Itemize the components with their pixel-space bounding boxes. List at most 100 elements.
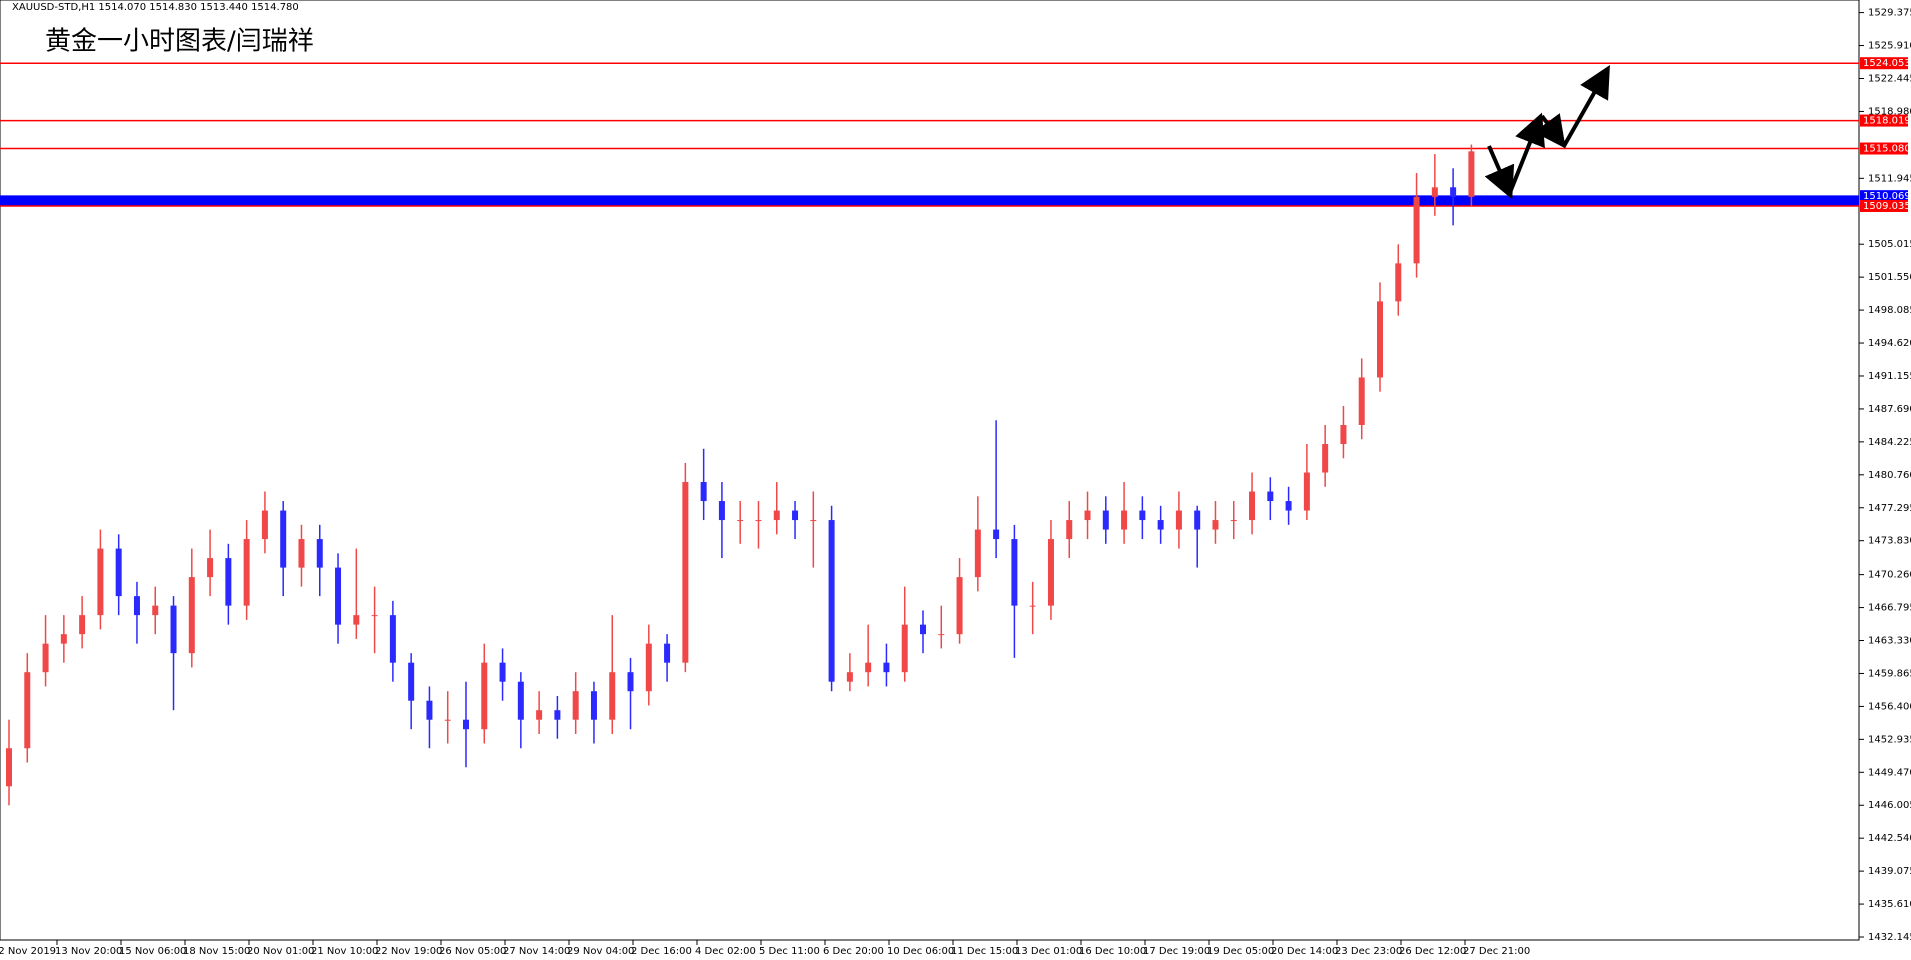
x-tick-label: 18 Nov 15:00 xyxy=(183,946,250,957)
candle-body xyxy=(938,634,945,636)
candle-body xyxy=(353,615,360,625)
x-tick-label: 15 Nov 06:00 xyxy=(119,946,186,957)
candle-body xyxy=(1285,501,1292,511)
x-tick-label: 17 Dec 19:00 xyxy=(1143,946,1210,957)
y-tick-label: 1449.470 xyxy=(1868,767,1911,778)
level-label: 1510.069 xyxy=(1863,191,1911,202)
candle-body xyxy=(207,558,214,578)
candle-body xyxy=(79,615,86,635)
y-tick-label: 1432.145 xyxy=(1868,932,1911,943)
x-tick-label: 23 Dec 23:00 xyxy=(1335,946,1402,957)
candle-body xyxy=(920,624,926,635)
y-tick-label: 1494.620 xyxy=(1868,338,1911,349)
x-tick-label: 26 Nov 05:00 xyxy=(439,946,506,957)
chart-header: XAUUSD-STD,H1 1514.070 1514.830 1513.440… xyxy=(12,2,299,13)
candle-body xyxy=(846,672,853,682)
x-tick-label: 2 Dec 16:00 xyxy=(631,946,692,957)
candle-body xyxy=(1303,472,1310,511)
x-tick-label: 10 Dec 06:00 xyxy=(887,946,954,957)
candle-body xyxy=(6,748,12,787)
x-tick-label: 27 Nov 14:00 xyxy=(503,946,570,957)
candle-body xyxy=(627,672,634,692)
x-tick-label: 5 Dec 11:00 xyxy=(759,946,820,957)
candle-body xyxy=(1322,444,1329,473)
candle-body xyxy=(1431,187,1438,197)
y-tick-label: 1459.865 xyxy=(1868,668,1911,679)
candle-body xyxy=(1230,520,1237,522)
candle-body xyxy=(1249,491,1256,521)
x-tick-label: 29 Nov 04:00 xyxy=(567,946,634,957)
level-label: 1524.053 xyxy=(1863,58,1911,69)
candle-body xyxy=(993,529,1000,540)
candle-body xyxy=(755,520,762,522)
candle-body xyxy=(463,719,469,730)
candle-body xyxy=(1340,424,1347,445)
candle-body xyxy=(1084,510,1091,521)
candle-body xyxy=(1175,510,1182,530)
candle-body xyxy=(1066,520,1073,540)
y-tick-label: 1498.085 xyxy=(1868,305,1911,316)
x-tick-label: 20 Nov 01:00 xyxy=(247,946,314,957)
candle-body xyxy=(1358,377,1365,425)
candle-body xyxy=(42,643,49,673)
candle-body xyxy=(1121,510,1128,530)
x-tick-label: 12 Nov 2019 xyxy=(0,946,56,957)
y-tick-label: 1491.155 xyxy=(1868,371,1911,382)
candle-body xyxy=(1395,263,1402,302)
y-tick-label: 1480.760 xyxy=(1868,470,1911,481)
level-label: 1509.035 xyxy=(1863,201,1911,212)
candle-body xyxy=(645,643,652,692)
level-tag xyxy=(1860,114,1908,127)
y-tick-label: 1525.910 xyxy=(1868,41,1911,52)
candle-body xyxy=(609,672,616,720)
x-tick-label: 22 Nov 19:00 xyxy=(375,946,442,957)
y-tick-label: 1466.795 xyxy=(1868,603,1911,614)
level-label: 1515.080 xyxy=(1863,144,1911,155)
y-tick-label: 1470.260 xyxy=(1868,570,1911,581)
candle-body xyxy=(408,662,415,701)
level-tag xyxy=(1860,199,1908,212)
candle-body xyxy=(590,691,597,720)
candle-body xyxy=(773,510,780,521)
arrow xyxy=(1562,65,1610,147)
y-tick-label: 1439.075 xyxy=(1868,866,1911,877)
candle-body xyxy=(901,624,908,673)
candle-body xyxy=(1157,520,1164,530)
level-tag xyxy=(1860,142,1908,155)
x-tick-label: 21 Nov 10:00 xyxy=(311,946,378,957)
y-tick-label: 1518.980 xyxy=(1868,106,1911,117)
candle-body xyxy=(316,539,323,568)
candle-body xyxy=(700,482,707,502)
chart-title: 黄金一小时图表/闫瑞祥 xyxy=(45,27,314,57)
candle-body xyxy=(261,510,268,540)
candle-body xyxy=(1377,301,1383,378)
y-tick-label: 1505.015 xyxy=(1868,239,1911,250)
candle-body xyxy=(682,482,689,663)
candle-body xyxy=(792,510,799,521)
candle-body xyxy=(1011,539,1018,606)
candle-body xyxy=(335,567,342,625)
y-tick-label: 1442.540 xyxy=(1868,833,1911,844)
candle-body xyxy=(718,501,725,521)
x-tick-label: 13 Nov 20:00 xyxy=(55,946,122,957)
y-tick-label: 1463.330 xyxy=(1868,636,1911,647)
level-tag xyxy=(1860,57,1908,70)
candle-body xyxy=(737,520,744,522)
level-band xyxy=(0,196,1859,206)
x-tick-label: 16 Dec 10:00 xyxy=(1079,946,1146,957)
candle-body xyxy=(1047,539,1054,606)
candle-body xyxy=(1139,510,1146,521)
candle-body xyxy=(1468,151,1475,197)
plot-frame xyxy=(0,0,1860,941)
candle-body xyxy=(298,539,305,568)
x-tick-label: 20 Dec 14:00 xyxy=(1271,946,1338,957)
x-tick-label: 19 Dec 05:00 xyxy=(1207,946,1274,957)
candle-body xyxy=(243,539,250,606)
candle-body xyxy=(1413,196,1420,264)
y-tick-label: 1511.945 xyxy=(1868,173,1911,184)
x-tick-label: 4 Dec 02:00 xyxy=(695,946,756,957)
candle-body xyxy=(865,662,872,673)
y-tick-label: 1522.445 xyxy=(1868,73,1911,84)
y-tick-label: 1435.610 xyxy=(1868,899,1911,910)
